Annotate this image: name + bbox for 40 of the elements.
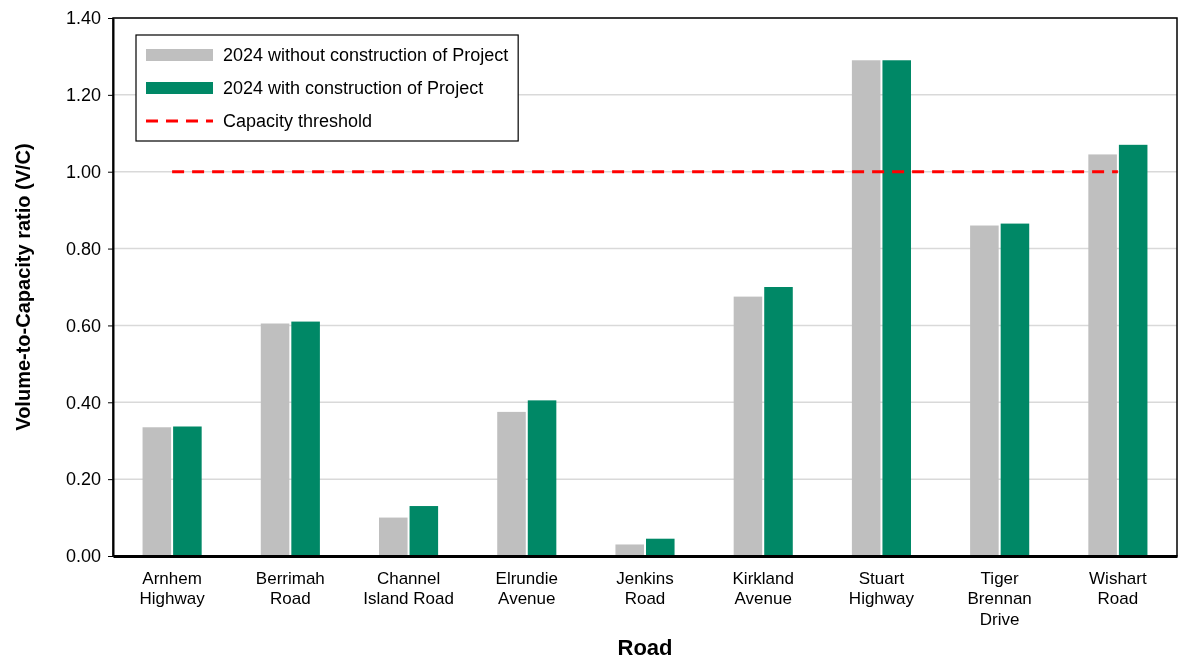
bar [1088,154,1117,556]
y-tick-label: 1.20 [65,85,101,106]
legend-label: Capacity threshold [223,111,373,132]
y-axis-title: Volume-to-Capacity ratio (V/C) [12,143,34,431]
x-tick-label: Arnhem Highway [139,569,206,609]
y-tick-label: 0.80 [65,238,101,259]
legend-label: 2024 without construction of Project [223,45,509,66]
y-tick-label: 0.00 [65,546,101,567]
x-axis-title: Road [617,635,673,659]
bar [527,400,557,556]
bar [173,426,202,556]
legend-label: 2024 with construction of Project [223,78,484,99]
bar [646,538,675,556]
bar [260,323,290,556]
bar [142,427,172,556]
bar [733,296,763,556]
bar [764,287,793,556]
x-tick-label: Elrundie Avenue [495,569,558,609]
y-tick-label: 0.20 [65,469,101,490]
bar [851,60,881,556]
x-tick-label: Tiger Brennan Drive [967,569,1032,629]
x-tick-label: Jenkins Road [616,569,674,609]
bar [1118,144,1148,556]
bar [379,517,408,556]
bar [615,544,644,556]
bar [970,225,999,556]
bar [882,60,911,556]
y-tick-label: 1.00 [65,161,101,182]
bar [1000,223,1030,556]
x-tick-label: Wishart Road [1089,569,1147,609]
y-tick-label: 0.40 [65,392,101,413]
x-tick-label: Stuart Highway [848,569,915,609]
x-tick-label: Channel Island Road [363,569,454,609]
x-tick-label: Berrimah Road [255,569,325,609]
x-tick-label: Kirkland Avenue [732,569,794,609]
bar [291,321,320,556]
bar [409,506,439,556]
y-tick-label: 0.60 [65,315,101,336]
y-tick-label: 1.40 [65,8,101,29]
bar [497,411,526,556]
